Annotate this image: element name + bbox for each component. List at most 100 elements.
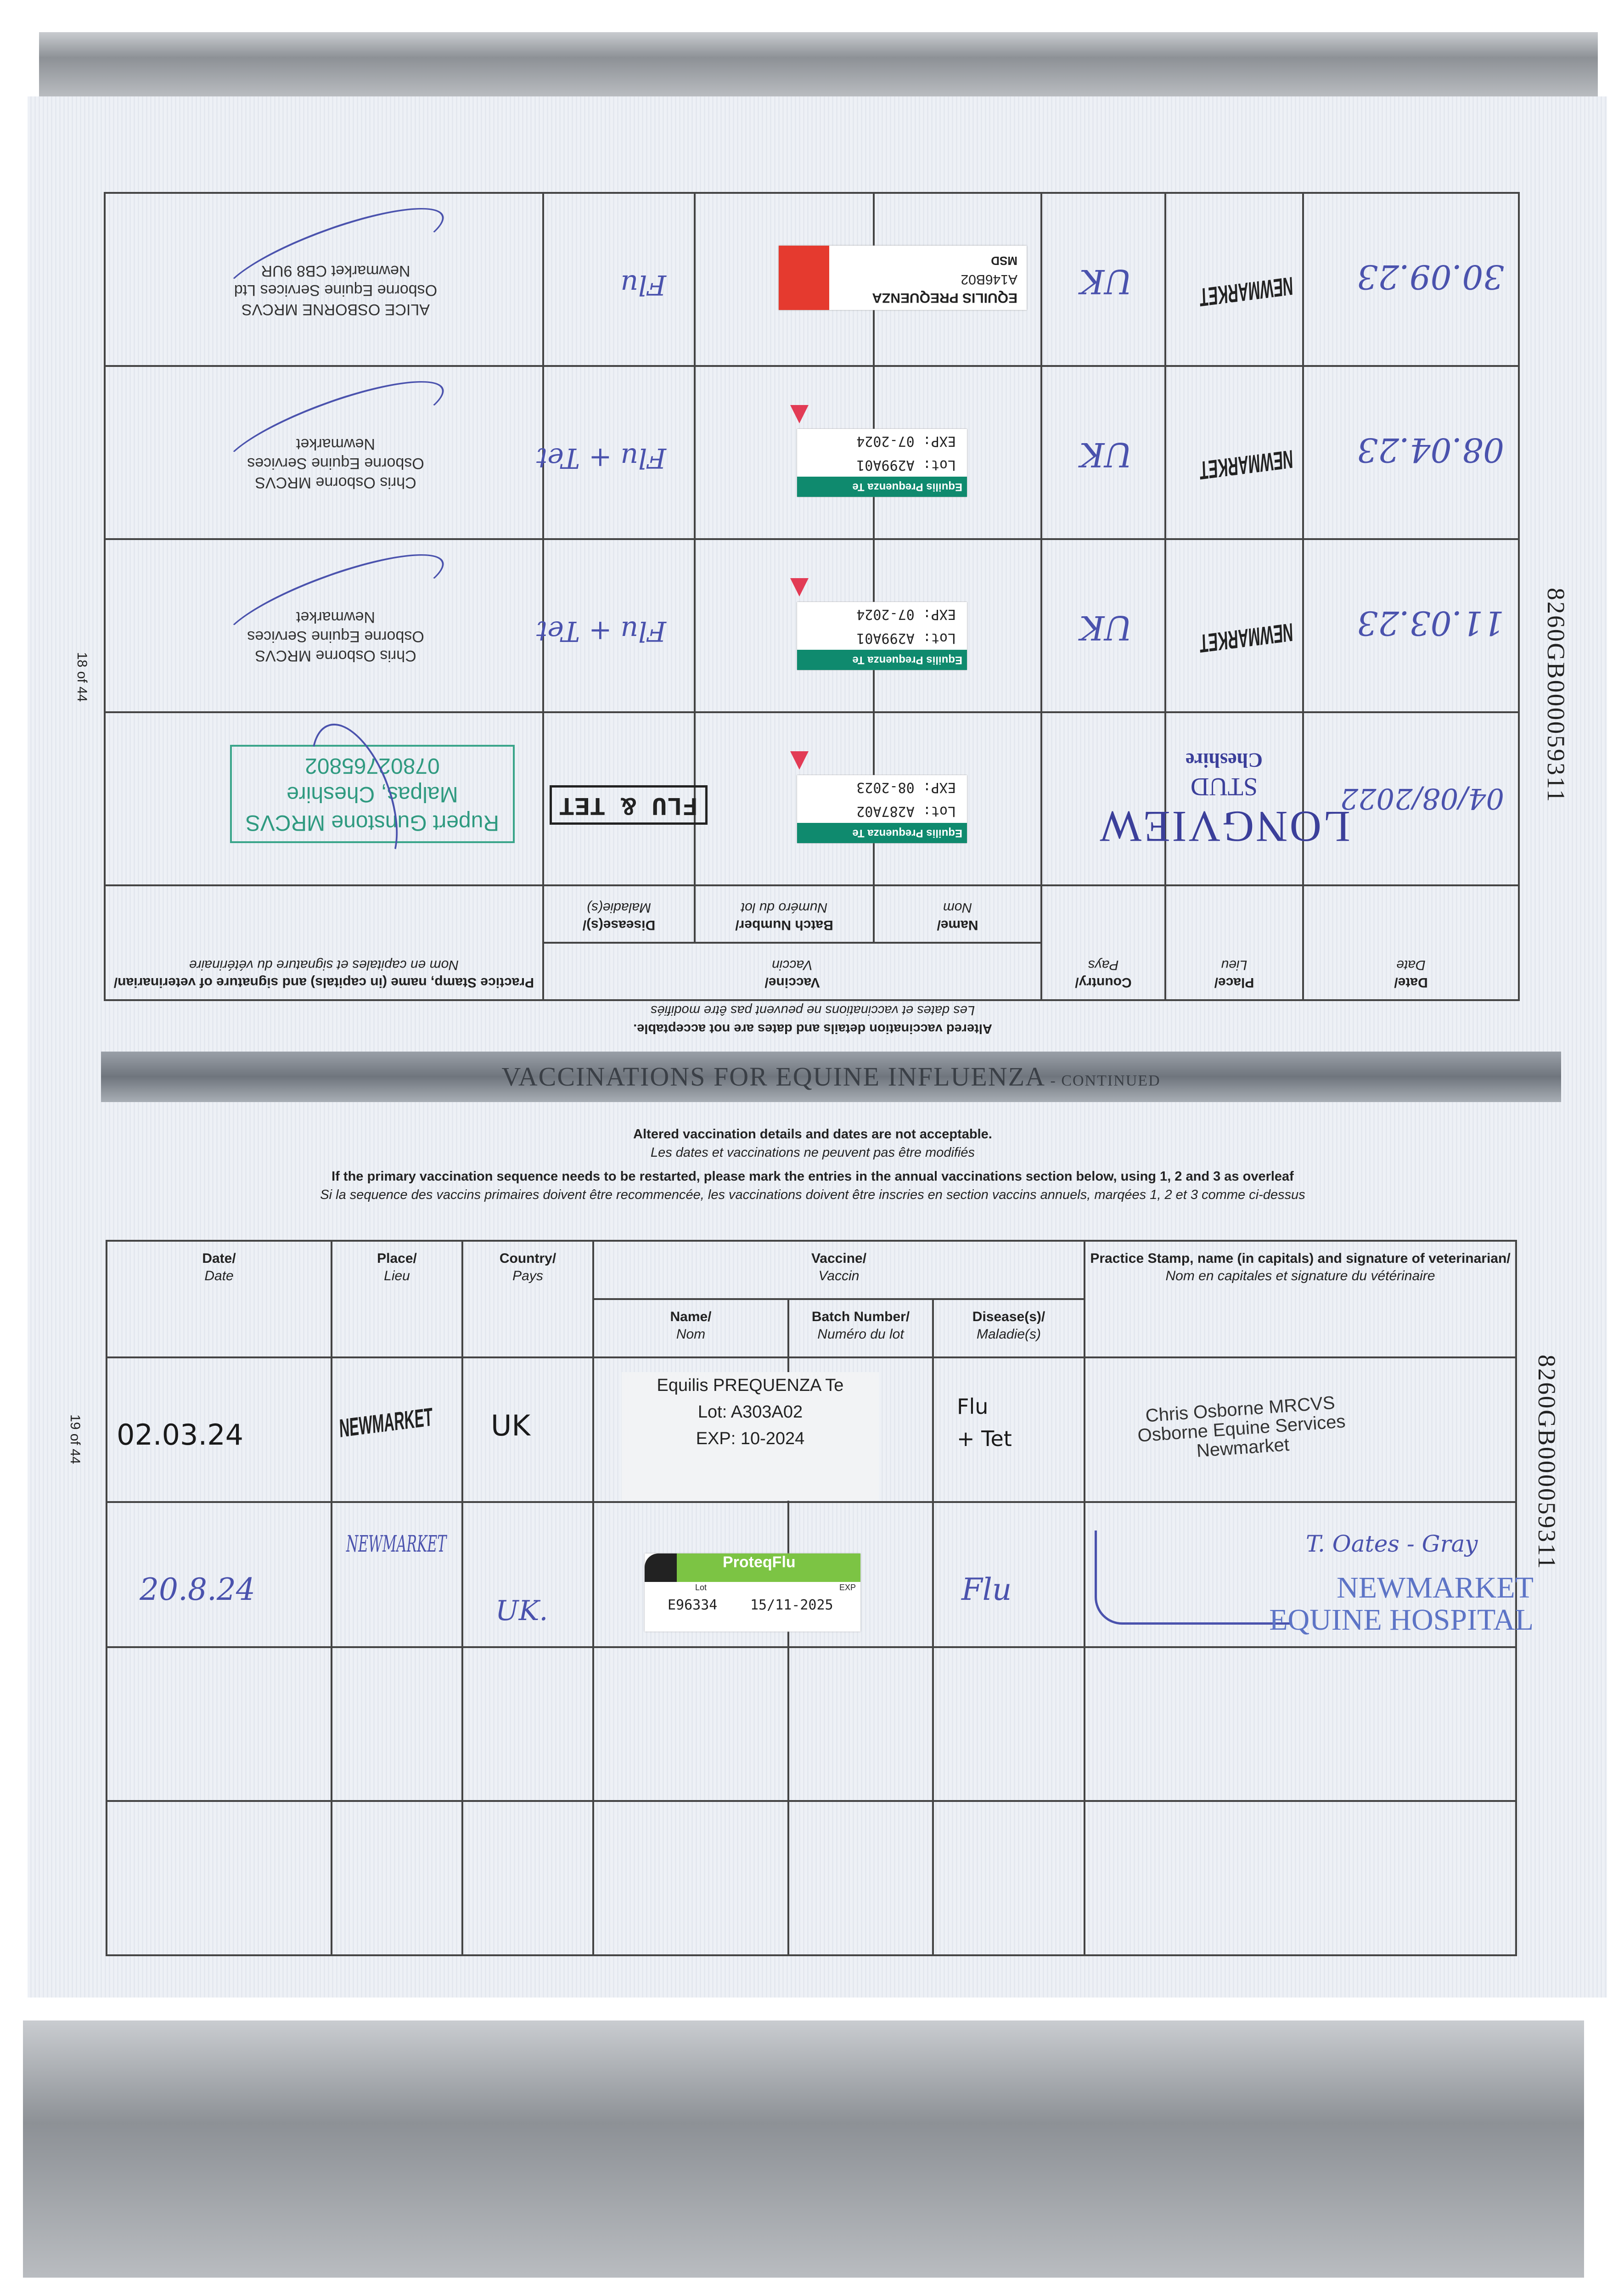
header-name-fr: Nom	[676, 1327, 706, 1342]
practice-cell	[1084, 1646, 1517, 1802]
vaccine-line: Lot: A303A02	[697, 1402, 803, 1422]
disease-cell: FLU & TET	[543, 712, 708, 885]
header-disease-fr: Maladie(s)	[586, 900, 652, 915]
place-value: NEWMARKET	[338, 1402, 433, 1443]
date-value: 30.09.23	[1357, 258, 1504, 296]
place-cell: NEWMARKET	[331, 1356, 463, 1503]
country-cell	[461, 1646, 594, 1802]
date-cell	[106, 1646, 332, 1802]
header-name: Name/Nom	[592, 1298, 789, 1359]
vaccination-table-upper: Date/Date Place/Lieu Country/Pays Vaccine/V…	[104, 190, 1520, 1001]
place-cell: NEWMARKET	[331, 1501, 463, 1648]
place-cell: NEWMARKET	[1165, 366, 1303, 539]
batch-cell	[695, 193, 874, 366]
table-row: 30.09.23 NEWMARKET UK EQUILIS PREQUENZA A146…	[104, 190, 1519, 366]
header-name-en: Name/	[937, 917, 978, 933]
batch-cell	[787, 1646, 934, 1802]
country-value: UK	[1079, 435, 1132, 474]
stamp-line: Chris Osborne MRCVS	[255, 647, 416, 664]
header-date-en: Date/	[1394, 975, 1428, 990]
header-disease: Disease(s)/ Maladie(s)	[932, 1298, 1086, 1359]
batch-cell	[695, 539, 874, 712]
header-date-en: Date/	[202, 1251, 236, 1266]
stamp-line: Osborne Equine Services Ltd	[234, 281, 438, 299]
country-cell: UK	[1041, 193, 1165, 366]
proteq-brand: ProteqFlu	[723, 1553, 796, 1571]
date-cell: 20.8.24	[106, 1501, 332, 1648]
header-batch-fr: Numéro du lot	[741, 900, 828, 915]
date-cell: 02.03.24	[106, 1356, 332, 1503]
vaccination-table-lower: Date/Date Place/Lieu Country/Pays Vaccine/V…	[106, 1239, 1534, 1956]
practice-name: T. Oates - Gray	[1306, 1531, 1478, 1558]
header-place-fr: Lieu	[1221, 957, 1248, 973]
disease-cell: Flu + Tet	[536, 539, 695, 712]
header-place: Place/Lieu	[1165, 885, 1303, 1000]
table-row: 02.03.24 NEWMARKET UK Equilis PREQUENZA Te L…	[106, 1356, 1517, 1503]
disease-cell	[932, 1800, 1086, 1956]
table-row: 11.03.23 NEWMARKET UK Equilis Prequenza Te L…	[104, 536, 1519, 712]
header-batch-en: Batch Number/	[735, 917, 833, 933]
date-cell: 30.09.23	[1303, 193, 1519, 366]
header-country: Country/Pays	[461, 1239, 594, 1359]
place-value: NEWMARKET	[1199, 618, 1294, 658]
disease-cell: Flu + Tet	[536, 366, 695, 539]
lower-page: VACCINATIONS FOR EQUINE INFLUENZA - CONT…	[101, 1052, 1561, 1970]
country-cell: UK	[1041, 539, 1165, 712]
header-place-fr: Lieu	[384, 1268, 410, 1283]
table-row	[106, 1646, 1517, 1802]
notice-altered-fr: Les dates et vaccinations ne peuvent pas…	[650, 1003, 975, 1018]
header-vaccine: Vaccine/Vaccin	[543, 943, 1041, 1000]
disease-value: Flu + Tet	[536, 615, 666, 647]
country-value: UK	[1079, 608, 1132, 647]
header-disease-fr: Maladie(s)	[976, 1327, 1041, 1342]
date-value: 20.8.24	[140, 1572, 255, 1608]
table-row: 20.8.24 NEWMARKET UK. ProteqFlu Lot EXP E96334…	[106, 1501, 1534, 1648]
lower-notice: Altered vaccination details and dates ar…	[106, 1125, 1520, 1204]
stamp-line: ALICE OSBORNE MRCVS	[242, 301, 430, 318]
header-practice-en: Practice Stamp, name (in capitals) and s…	[1090, 1251, 1511, 1266]
country-cell	[461, 1800, 594, 1956]
country-value: UK.	[495, 1595, 548, 1627]
date-value: 11.03.23	[1357, 604, 1504, 642]
header-batch: Batch Number/Numéro du lot	[787, 1298, 934, 1359]
name-cell: ProteqFlu Lot EXP E96334 15/11-2025	[592, 1501, 860, 1648]
header-vaccine-en: Vaccine/	[764, 975, 820, 990]
country-value: UK	[1079, 262, 1132, 301]
name-cell: Equilis Prequenza Te Lot: A299A01 EXP: 07-…	[797, 366, 1041, 539]
stamp-line: Osborne Equine Services	[247, 455, 424, 472]
header-name-fr: Nom	[943, 900, 972, 915]
sticker-tag	[790, 751, 809, 770]
header-name: Name/Nom	[874, 885, 1041, 943]
name-cell: EQUILIS PREQUENZA A146B02 MSD	[779, 193, 1041, 366]
proteq-lot-label: Lot	[695, 1583, 707, 1593]
header-disease-en: Disease(s)/	[582, 917, 656, 933]
practice-cell: ALICE OSBORNE MRCVS Osborne Equine Servic…	[104, 190, 543, 366]
country-cell: UK.	[461, 1501, 594, 1648]
place-value: NEWMARKET	[1199, 271, 1294, 312]
header-place-en: Place/	[377, 1251, 417, 1266]
disease-value: Flu + Tet	[957, 1394, 1012, 1452]
upper-notice: Altered vaccination details and dates ar…	[106, 1001, 1520, 1038]
header-vaccine-fr: Vaccin	[818, 1268, 860, 1283]
signature	[1095, 1531, 1290, 1625]
section-title-text: VACCINATIONS FOR EQUINE INFLUENZA	[501, 1062, 1045, 1092]
sticker-brand: MSD	[991, 254, 1017, 268]
date-value: 02.03.24	[117, 1418, 244, 1452]
notice-altered-fr: Les dates et vaccinations ne peuvent pas…	[650, 1145, 975, 1160]
header-batch: Batch Number/Numéro du lot	[695, 885, 874, 943]
header-batch-fr: Numéro du lot	[817, 1327, 904, 1342]
country-cell	[1041, 712, 1165, 885]
header-practice-en: Practice Stamp, name (in capitals) and s…	[113, 975, 534, 990]
place-value: NEWMARKET	[1199, 445, 1294, 485]
section-title-suffix: - CONTINUED	[1045, 1072, 1161, 1089]
page-number-18: 18 of 44	[74, 652, 90, 702]
batch-cell	[695, 366, 874, 539]
upper-page-inverted: Altered vaccination details and dates ar…	[104, 190, 1520, 1038]
practice-cell: Rupert Gunstone MRCVS Malpas, Cheshire 078…	[104, 712, 543, 885]
table-row	[106, 1800, 1517, 1956]
place-cell: LONGVIEW STUD Cheshire	[1098, 712, 1350, 885]
header-vaccine-en: Vaccine/	[811, 1251, 867, 1266]
header-vaccine: Vaccine/Vaccin	[592, 1239, 1086, 1300]
header-practice: Practice Stamp, name (in capitals) and s…	[1084, 1239, 1517, 1359]
date-cell	[106, 1800, 332, 1956]
